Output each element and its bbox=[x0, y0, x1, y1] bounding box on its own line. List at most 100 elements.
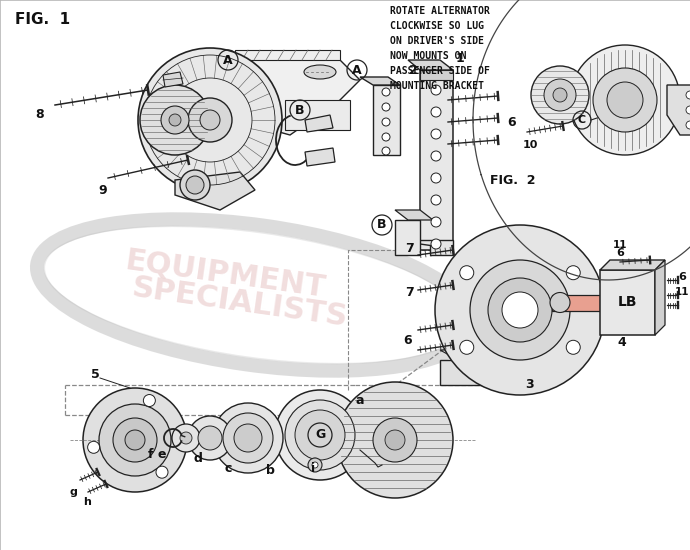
Circle shape bbox=[686, 91, 690, 99]
Polygon shape bbox=[163, 72, 183, 87]
Circle shape bbox=[140, 85, 210, 155]
Text: 2: 2 bbox=[408, 63, 417, 76]
Circle shape bbox=[337, 382, 453, 498]
Circle shape bbox=[502, 292, 538, 328]
Circle shape bbox=[382, 118, 390, 126]
Circle shape bbox=[295, 410, 345, 460]
Ellipse shape bbox=[570, 45, 680, 155]
Polygon shape bbox=[600, 270, 655, 335]
Circle shape bbox=[460, 340, 474, 354]
Circle shape bbox=[234, 424, 262, 452]
Polygon shape bbox=[155, 135, 275, 190]
Circle shape bbox=[593, 68, 657, 132]
Circle shape bbox=[431, 173, 441, 183]
Text: 5: 5 bbox=[90, 368, 99, 382]
Text: B: B bbox=[377, 218, 387, 232]
Polygon shape bbox=[600, 260, 665, 270]
Text: 11: 11 bbox=[613, 240, 627, 250]
Circle shape bbox=[83, 388, 187, 492]
Text: EQUIPMENT: EQUIPMENT bbox=[123, 246, 327, 304]
Text: B: B bbox=[295, 103, 305, 117]
Polygon shape bbox=[200, 60, 360, 135]
Circle shape bbox=[686, 106, 690, 114]
Circle shape bbox=[223, 413, 273, 463]
Polygon shape bbox=[360, 77, 400, 85]
Circle shape bbox=[553, 88, 567, 102]
Polygon shape bbox=[305, 115, 333, 132]
Circle shape bbox=[382, 103, 390, 111]
Circle shape bbox=[125, 430, 145, 450]
Circle shape bbox=[550, 293, 570, 312]
Polygon shape bbox=[420, 70, 453, 80]
Text: e: e bbox=[158, 448, 166, 460]
Polygon shape bbox=[395, 210, 433, 220]
Circle shape bbox=[113, 418, 157, 462]
Text: 3: 3 bbox=[526, 378, 534, 392]
Text: A: A bbox=[352, 63, 362, 76]
Circle shape bbox=[312, 462, 318, 468]
Circle shape bbox=[566, 266, 580, 280]
Text: g: g bbox=[69, 487, 77, 497]
Polygon shape bbox=[420, 70, 453, 250]
Text: d: d bbox=[194, 452, 202, 465]
Circle shape bbox=[566, 340, 580, 354]
Circle shape bbox=[188, 98, 232, 142]
Circle shape bbox=[544, 79, 576, 111]
Text: h: h bbox=[83, 497, 91, 507]
Text: a: a bbox=[356, 393, 364, 406]
Circle shape bbox=[138, 48, 282, 192]
Polygon shape bbox=[408, 60, 453, 70]
Circle shape bbox=[161, 106, 189, 134]
Text: ROTATE ALTERNATOR: ROTATE ALTERNATOR bbox=[390, 6, 490, 16]
Text: c: c bbox=[224, 461, 232, 475]
Circle shape bbox=[198, 426, 222, 450]
Text: 11: 11 bbox=[675, 287, 689, 297]
Circle shape bbox=[99, 404, 171, 476]
Circle shape bbox=[435, 225, 605, 395]
Text: 7: 7 bbox=[406, 241, 415, 255]
Circle shape bbox=[431, 85, 441, 95]
Circle shape bbox=[460, 266, 474, 280]
Circle shape bbox=[382, 133, 390, 141]
Text: 8: 8 bbox=[36, 108, 44, 122]
Text: f: f bbox=[147, 448, 152, 460]
Circle shape bbox=[156, 466, 168, 478]
Polygon shape bbox=[285, 100, 350, 130]
Circle shape bbox=[382, 88, 390, 96]
Circle shape bbox=[169, 114, 181, 126]
Circle shape bbox=[188, 416, 232, 460]
Polygon shape bbox=[305, 148, 335, 166]
Text: 6: 6 bbox=[508, 116, 516, 129]
Circle shape bbox=[180, 432, 192, 444]
Text: 9: 9 bbox=[99, 184, 108, 196]
Circle shape bbox=[431, 239, 441, 249]
Text: FIG.  2: FIG. 2 bbox=[490, 173, 535, 186]
Text: 1: 1 bbox=[455, 52, 464, 64]
Polygon shape bbox=[655, 260, 665, 335]
Circle shape bbox=[686, 121, 690, 129]
Polygon shape bbox=[395, 220, 420, 255]
Text: 6: 6 bbox=[404, 333, 413, 346]
Text: CLOCKWISE SO LUG: CLOCKWISE SO LUG bbox=[390, 21, 484, 31]
Circle shape bbox=[213, 403, 283, 473]
Text: 6: 6 bbox=[678, 272, 686, 282]
Ellipse shape bbox=[186, 176, 204, 194]
Circle shape bbox=[153, 429, 171, 447]
Text: FIG.  1: FIG. 1 bbox=[15, 12, 70, 27]
Text: ON DRIVER'S SIDE: ON DRIVER'S SIDE bbox=[390, 36, 484, 46]
Ellipse shape bbox=[531, 66, 589, 124]
Ellipse shape bbox=[180, 170, 210, 200]
Circle shape bbox=[470, 260, 570, 360]
Circle shape bbox=[200, 110, 220, 130]
Polygon shape bbox=[373, 85, 400, 155]
Circle shape bbox=[373, 418, 417, 462]
Circle shape bbox=[431, 217, 441, 227]
Text: PASSENGER SIDE OF: PASSENGER SIDE OF bbox=[390, 66, 490, 76]
Circle shape bbox=[88, 441, 99, 453]
Circle shape bbox=[431, 129, 441, 139]
Circle shape bbox=[275, 390, 365, 480]
Text: NOW MOUNTS ON: NOW MOUNTS ON bbox=[390, 51, 466, 61]
Text: MOUNTING BRACKET: MOUNTING BRACKET bbox=[390, 81, 484, 91]
Polygon shape bbox=[395, 240, 453, 255]
Ellipse shape bbox=[304, 65, 336, 79]
